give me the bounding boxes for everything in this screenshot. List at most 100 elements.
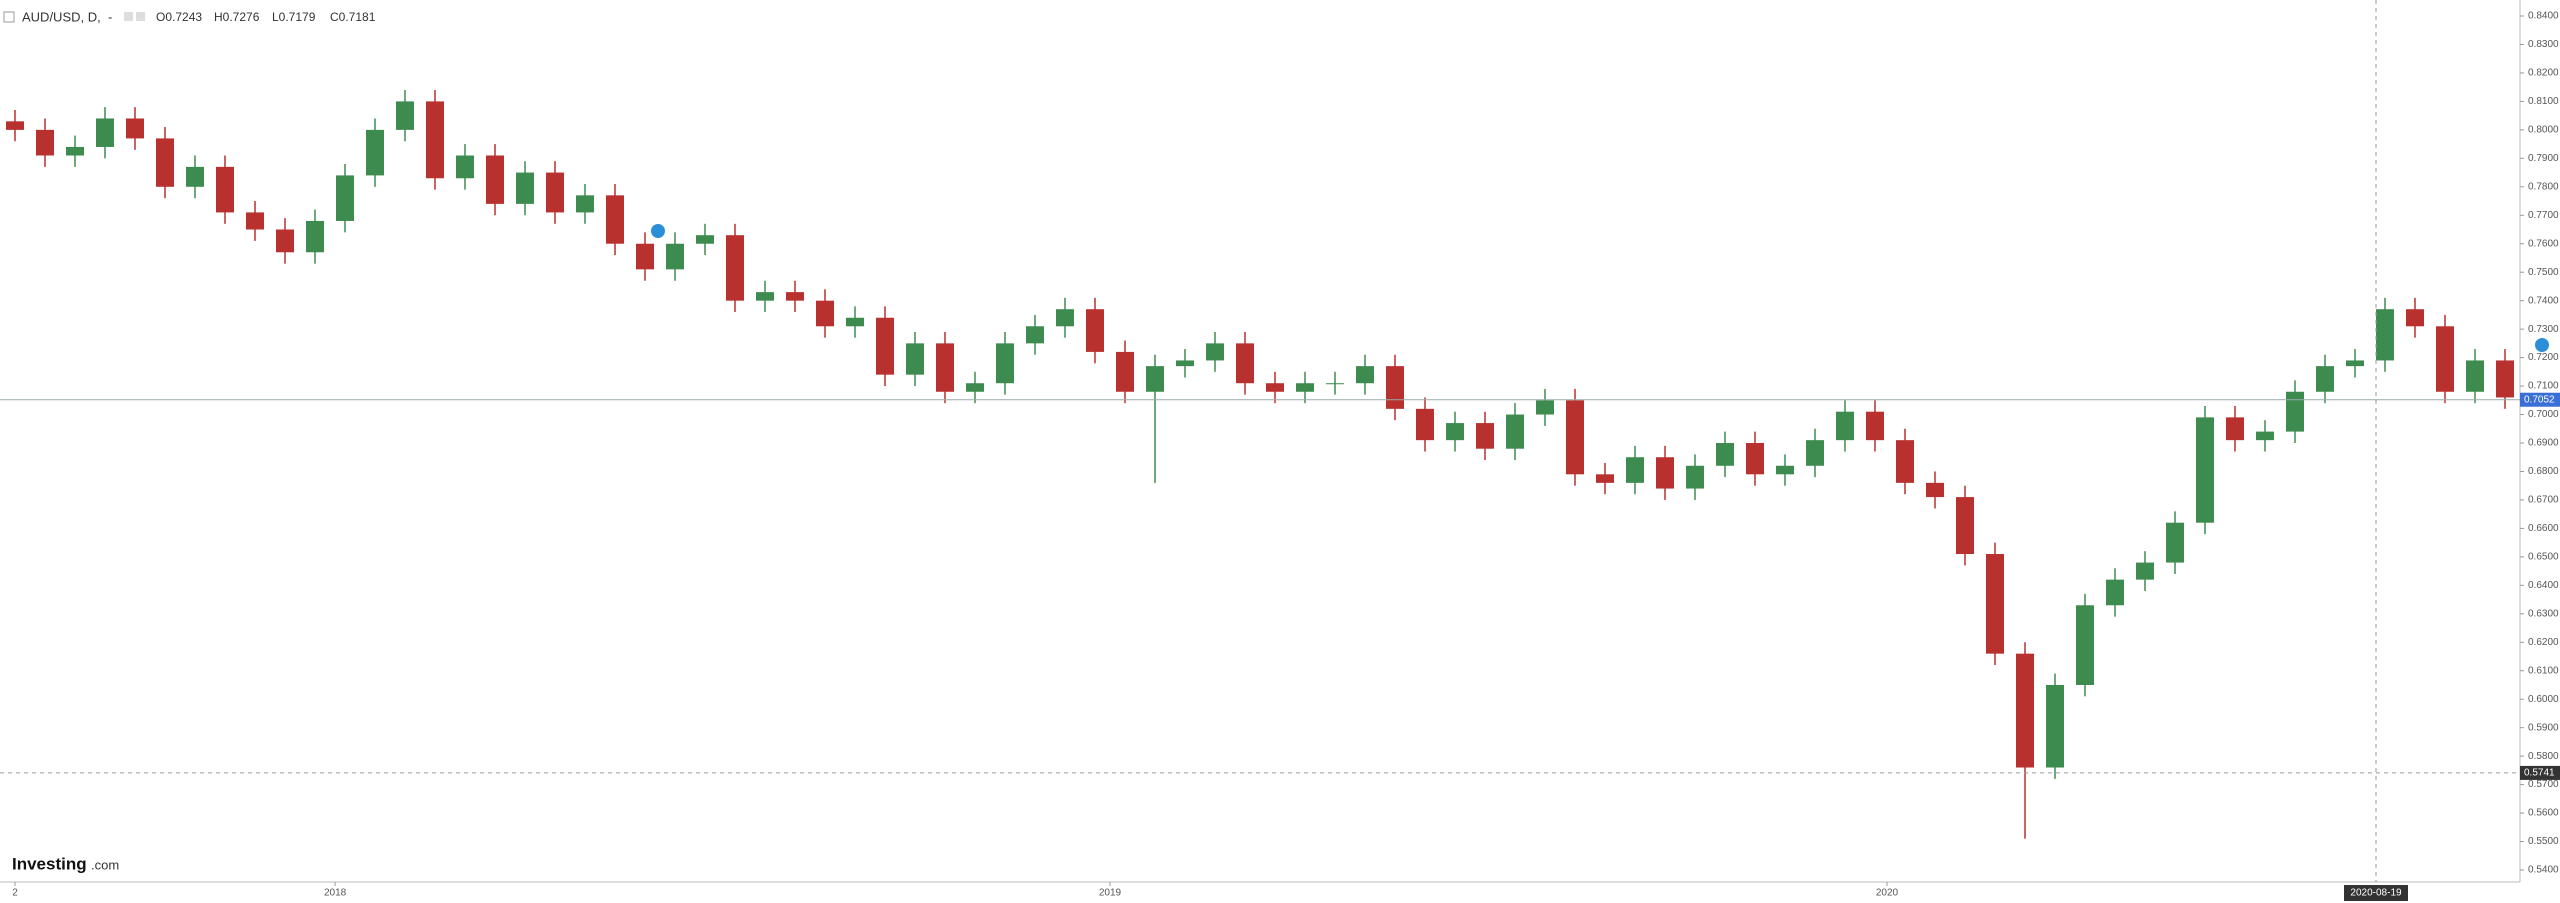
y-tick-label: 0.6700 <box>2528 495 2559 506</box>
candle-body <box>1446 423 1464 441</box>
ohlc-value: O0.7243 <box>156 10 202 24</box>
y-tick-label: 0.7900 <box>2528 153 2559 164</box>
candle-body <box>1836 411 1854 441</box>
candle-body <box>306 220 324 253</box>
candle-body <box>936 343 954 392</box>
candle-body <box>1656 457 1674 489</box>
x-tick-label: 2019 <box>1099 888 1122 899</box>
candle-body <box>2496 360 2514 398</box>
y-tick-label: 0.6300 <box>2528 608 2559 619</box>
event-marker[interactable] <box>2535 338 2549 352</box>
candle-body <box>966 383 984 392</box>
y-tick-label: 0.7000 <box>2528 409 2559 420</box>
candle-body <box>96 118 114 147</box>
candle-body <box>1776 465 1794 475</box>
candle-body <box>1296 383 1314 392</box>
y-tick-label: 0.8300 <box>2528 39 2559 50</box>
ohlc-value: C0.7181 <box>330 10 376 24</box>
candle-body <box>2256 431 2274 441</box>
candle-body <box>606 195 624 244</box>
candle-body <box>1416 408 1434 441</box>
candle-body <box>1176 360 1194 367</box>
candle-body <box>546 172 564 213</box>
candle-body <box>2466 360 2484 392</box>
y-tick-label: 0.5400 <box>2528 865 2559 876</box>
y-tick-label: 0.6800 <box>2528 466 2559 477</box>
candle-body <box>1986 554 2004 654</box>
candle-body <box>1926 482 1944 498</box>
candle-body <box>2046 684 2064 768</box>
candle-body <box>1026 326 1044 344</box>
candle-body <box>636 243 654 270</box>
y-tick-label: 0.6900 <box>2528 438 2559 449</box>
y-tick-label: 0.5800 <box>2528 751 2559 762</box>
y-tick-label: 0.8400 <box>2528 11 2559 22</box>
candle-body <box>216 166 234 213</box>
logo-domain: .com <box>91 857 119 872</box>
y-tick-label: 0.7200 <box>2528 352 2559 363</box>
candle-body <box>906 343 924 375</box>
y-tick-label: 0.7100 <box>2528 381 2559 392</box>
candle-body <box>1956 497 1974 555</box>
event-marker[interactable] <box>651 224 665 238</box>
y-tick-label: 0.5700 <box>2528 779 2559 790</box>
y-tick-label: 0.5600 <box>2528 808 2559 819</box>
current-price-box <box>2520 392 2560 407</box>
candle-body <box>876 317 894 375</box>
ohlc-value: H0.7276 <box>214 10 260 24</box>
candle-body <box>1896 440 1914 483</box>
y-tick-label: 0.6000 <box>2528 694 2559 705</box>
candle-body <box>2136 562 2154 580</box>
candle-body <box>366 129 384 176</box>
candle-body <box>1626 457 1644 483</box>
candle-body <box>1056 309 1074 327</box>
crosshair-x-box <box>2344 885 2408 901</box>
candle-body <box>816 300 834 327</box>
candle-body <box>576 195 594 213</box>
candle-body <box>2286 391 2304 432</box>
y-tick-label: 0.6100 <box>2528 665 2559 676</box>
symbol-title: AUD/USD, D, <box>22 9 101 24</box>
candle-body <box>1206 343 1224 361</box>
candle-body <box>756 292 774 301</box>
candle-body <box>726 235 744 301</box>
candle-body <box>2436 326 2454 392</box>
candle-body <box>1716 443 1734 466</box>
legend-icon[interactable] <box>124 12 133 21</box>
logo-brand: Investing <box>12 854 87 873</box>
title-suffix: - <box>108 9 112 24</box>
candle-body <box>2226 417 2244 441</box>
collapse-icon[interactable] <box>3 11 15 23</box>
candle-body <box>1566 400 1584 475</box>
candle-body <box>516 172 534 204</box>
candle-body <box>1596 474 1614 483</box>
y-tick-label: 0.8200 <box>2528 68 2559 79</box>
candle-body <box>1116 351 1134 392</box>
y-tick-label: 0.6600 <box>2528 523 2559 534</box>
candle-body <box>2406 309 2424 327</box>
candle-body <box>786 292 804 301</box>
x-tick-label: 2018 <box>324 888 347 899</box>
candle-body <box>996 343 1014 384</box>
candle-body <box>396 101 414 130</box>
candle-body <box>2166 522 2184 563</box>
ohlc-legend: O0.7243 H0.7276 L0.7179 C0.7181 <box>156 10 376 24</box>
x-tick-label: 2 <box>12 888 18 899</box>
candle-body <box>126 118 144 139</box>
candle-body <box>36 129 54 156</box>
crosshair-y-label: 0.5741 <box>2524 768 2555 779</box>
candle-body <box>1386 366 1404 409</box>
y-tick-label: 0.5500 <box>2528 836 2559 847</box>
crosshair-x-label: 2020-08-19 <box>2350 888 2402 899</box>
candle-body <box>846 317 864 327</box>
candle-body <box>1146 366 1164 392</box>
candle-body <box>246 212 264 230</box>
candle-body <box>1236 343 1254 384</box>
candle-body <box>426 101 444 179</box>
y-tick-label: 0.7300 <box>2528 324 2559 335</box>
crosshair-y-box <box>2520 765 2560 780</box>
y-tick-label: 0.7500 <box>2528 267 2559 278</box>
legend-icon[interactable] <box>136 12 145 21</box>
